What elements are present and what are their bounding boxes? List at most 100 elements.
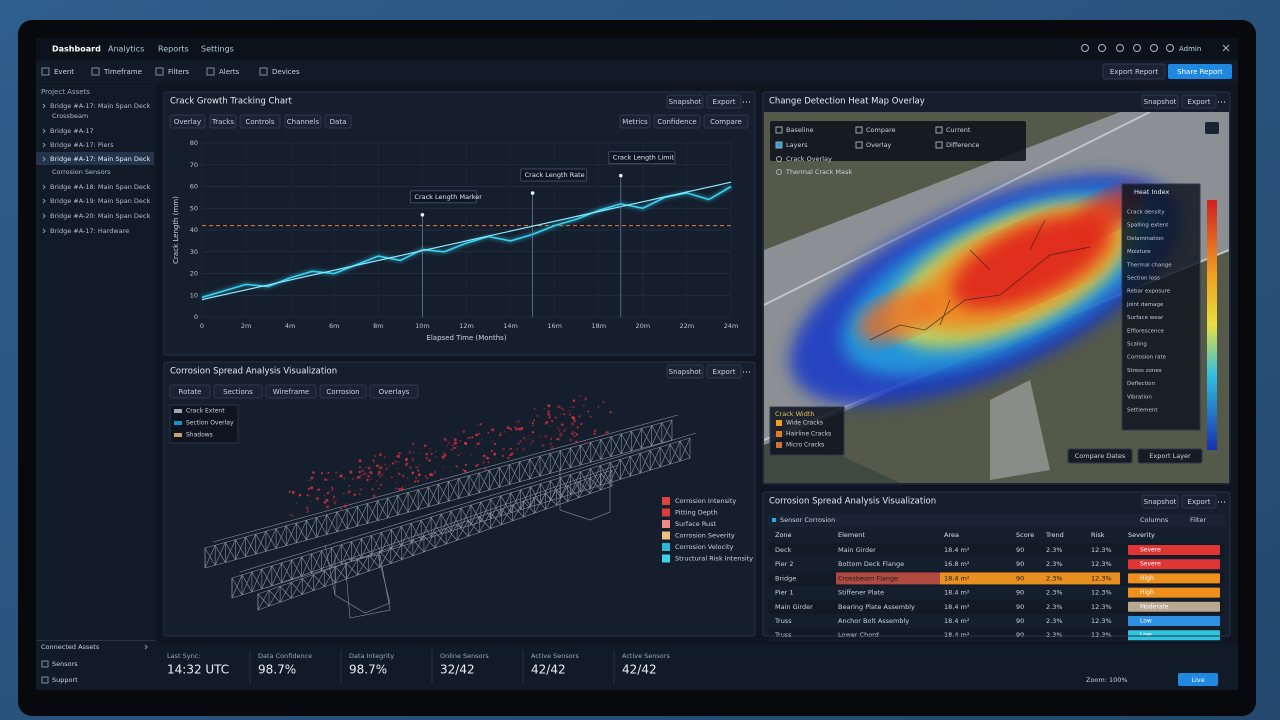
toolbar-button-primary[interactable] <box>1168 64 1232 79</box>
status-label: Last Sync: <box>167 652 200 660</box>
sidebar-item[interactable]: Bridge #A-17: Main Span Deck <box>50 155 150 163</box>
toolbar-item[interactable]: Timeframe <box>103 68 142 76</box>
sidebar-item[interactable]: Corrosion Sensors <box>52 168 111 176</box>
severity-label: Severe <box>1140 561 1161 568</box>
top-icon[interactable] <box>1150 44 1158 52</box>
heatmap-control[interactable]: Compare <box>866 126 896 134</box>
toolbar-icon[interactable] <box>259 67 268 76</box>
top-icon[interactable] <box>1166 44 1174 52</box>
view-tool[interactable] <box>369 384 419 399</box>
top-icon[interactable] <box>1098 44 1106 52</box>
x-tick-label: 2m <box>241 322 251 330</box>
table-tool[interactable]: Filter <box>1190 516 1206 524</box>
toolbar-icon[interactable] <box>41 67 50 76</box>
toolbar-item[interactable]: Devices <box>272 68 300 76</box>
toolbar-item[interactable]: Alerts <box>219 68 240 76</box>
crack-lines <box>869 219 1091 341</box>
table-cell: Bridge <box>775 574 796 582</box>
chart-tool[interactable] <box>209 114 237 129</box>
panel-action[interactable] <box>1141 494 1179 509</box>
heatmap-control[interactable]: Layers <box>786 141 808 149</box>
heatmap-controls <box>770 121 1026 161</box>
heatmap-control[interactable]: Overlay <box>866 141 891 149</box>
heatmap-control-icon <box>855 126 863 134</box>
table-header: Element <box>838 531 865 539</box>
view-tool[interactable] <box>169 384 211 399</box>
corrosion-particle <box>379 475 382 478</box>
view-tool[interactable] <box>213 384 263 399</box>
sidebar-item[interactable]: Bridge #A-19: Main Span Deck <box>50 197 150 205</box>
corrosion-particle <box>570 406 572 409</box>
toolbar-item[interactable]: Event <box>54 68 74 76</box>
corrosion-particle <box>336 471 339 473</box>
top-icon[interactable] <box>1133 44 1141 52</box>
y-axis-title: Crack Length (mm) <box>172 196 180 264</box>
corrosion-particle <box>322 481 324 484</box>
corrosion-particle <box>543 408 546 410</box>
corrosion-particle <box>482 454 486 458</box>
live-label: Live <box>1191 676 1204 684</box>
sidebar-item[interactable]: Bridge #A-18: Main Span Deck <box>50 183 150 191</box>
heatmap-control[interactable]: Difference <box>946 141 980 149</box>
map-footer-button[interactable] <box>1067 448 1133 464</box>
chart-tool[interactable] <box>619 114 651 129</box>
sidebar-item[interactable]: Bridge #A-20: Main Span Deck <box>50 212 150 220</box>
close-icon[interactable] <box>1222 44 1230 52</box>
chart-tool[interactable] <box>703 114 749 129</box>
panel-action[interactable] <box>666 94 704 109</box>
corrosion-particle <box>548 425 551 428</box>
panel-action[interactable] <box>706 364 742 379</box>
corrosion-particle <box>442 466 444 468</box>
sidebar-item[interactable]: Bridge #A-17: Piers <box>50 141 114 149</box>
chart-tool[interactable] <box>284 114 322 129</box>
toolbar-item[interactable]: Filters <box>168 68 189 76</box>
toolbar-icon[interactable] <box>206 67 215 76</box>
sidebar-item[interactable]: Crossbeam <box>52 112 88 120</box>
status-label: Data Confidence <box>258 652 312 660</box>
toolbar-button[interactable] <box>1102 63 1166 80</box>
view-tool[interactable] <box>265 384 317 399</box>
nav-tab[interactable]: Settings <box>201 45 234 54</box>
sidebar-footer-item[interactable]: Connected Assets <box>41 643 100 651</box>
toolbar-icon[interactable] <box>155 67 164 76</box>
heat-legend-item: Joint damage <box>1126 302 1164 308</box>
top-icon[interactable] <box>1081 44 1089 52</box>
toolbar-icon[interactable] <box>91 67 100 76</box>
table-tool[interactable]: Columns <box>1140 516 1169 524</box>
option-radio[interactable] <box>776 169 782 175</box>
nav-tab[interactable]: Reports <box>158 45 189 54</box>
nav-tab[interactable]: Dashboard <box>52 45 101 54</box>
panel-action[interactable] <box>1181 94 1217 109</box>
crack-key-swatch <box>776 431 782 437</box>
sidebar-item[interactable]: Bridge #A-17: Hardware <box>50 227 129 235</box>
heatmap-control[interactable]: Baseline <box>786 126 814 134</box>
corrosion-particle <box>462 468 465 471</box>
sidebar-item[interactable]: Bridge #A-17 <box>50 127 94 135</box>
nav-tab[interactable]: Analytics <box>108 45 144 54</box>
corrosion-particle <box>324 478 326 481</box>
heatmap-control[interactable]: Current <box>946 126 971 134</box>
map-footer-button[interactable] <box>1137 448 1203 464</box>
chart-tool[interactable] <box>653 114 701 129</box>
top-icon[interactable] <box>1116 44 1124 52</box>
panel-action[interactable] <box>1141 94 1179 109</box>
sidebar-footer-item[interactable]: Sensors <box>52 660 78 668</box>
panel-action[interactable] <box>706 94 742 109</box>
option-radio[interactable] <box>776 156 782 162</box>
sidebar-footer-item[interactable]: Support <box>52 676 78 684</box>
corrosion-particle <box>429 448 432 451</box>
corrosion-particle <box>320 472 324 475</box>
corrosion-particle <box>562 413 566 416</box>
sidebar-item[interactable]: Bridge #A-17: Main Span Deck <box>50 102 150 110</box>
chart-tool[interactable] <box>239 114 281 129</box>
corrosion-particle <box>446 444 449 447</box>
chart-tool[interactable] <box>324 114 352 129</box>
live-button[interactable] <box>1178 673 1218 686</box>
chart-tool[interactable] <box>169 114 206 129</box>
view-tool[interactable] <box>319 384 367 399</box>
table-cell: Truss <box>774 617 792 625</box>
panel-action[interactable] <box>666 364 704 379</box>
panel-action[interactable] <box>1181 494 1217 509</box>
map-menu[interactable] <box>1205 122 1219 134</box>
corrosion-particle <box>423 444 427 448</box>
